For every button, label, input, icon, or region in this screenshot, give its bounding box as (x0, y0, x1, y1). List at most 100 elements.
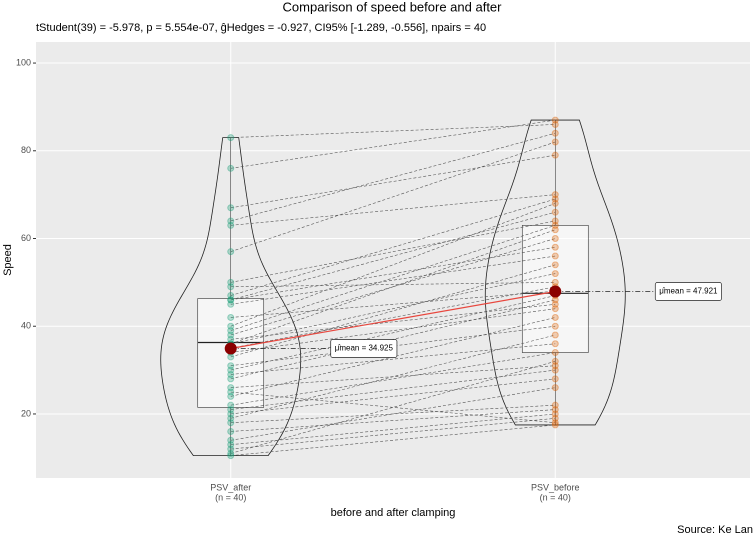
y-tick-label: 80 (21, 145, 31, 155)
pair-line (230, 295, 556, 371)
mean-point (549, 285, 562, 298)
point (227, 296, 235, 304)
y-tick-label: 40 (21, 321, 31, 331)
pair-line (230, 194, 556, 226)
point (551, 340, 559, 348)
y-tick-label: 20 (21, 408, 31, 418)
point (551, 226, 559, 234)
point (551, 116, 559, 124)
pair-line (230, 334, 556, 419)
point (227, 164, 235, 172)
point (551, 322, 559, 330)
pair-line (230, 361, 556, 454)
point (227, 375, 235, 383)
point (551, 384, 559, 392)
pair-line (230, 391, 556, 424)
y-tick-label: 100 (16, 57, 31, 67)
caption: Source: Ke Lan (677, 524, 753, 536)
point (227, 445, 235, 453)
pair-line (230, 273, 556, 345)
point (551, 261, 559, 269)
point (227, 353, 235, 361)
y-tick-label: 60 (21, 233, 31, 243)
mean-label-box (654, 282, 722, 301)
point (551, 252, 559, 260)
point (227, 296, 235, 304)
pair-line (230, 409, 556, 432)
point (227, 292, 235, 300)
point (227, 441, 235, 449)
pair-line (230, 132, 556, 222)
point (227, 278, 235, 286)
point (551, 305, 559, 313)
pair-line (230, 211, 556, 301)
point (227, 410, 235, 418)
point (551, 421, 559, 429)
point (551, 331, 559, 339)
pair-line (230, 404, 556, 424)
point (551, 151, 559, 159)
pair-line (230, 418, 556, 450)
point (551, 191, 559, 199)
mean-line (230, 290, 556, 350)
x-tick-n: (n = 40) (215, 492, 246, 502)
pair-line (230, 286, 556, 349)
point (227, 419, 235, 427)
point (227, 370, 235, 378)
point (227, 428, 235, 436)
pair-line (230, 124, 556, 138)
point (551, 414, 559, 422)
point (227, 401, 235, 409)
pair-line (230, 229, 556, 345)
point (227, 221, 235, 229)
pair-line (230, 141, 556, 252)
point (551, 129, 559, 137)
point (551, 221, 559, 229)
point (551, 410, 559, 418)
pair-line (230, 290, 556, 318)
point (227, 322, 235, 330)
violin (160, 137, 302, 457)
mean-label: μ̂mean = 34.925 (335, 344, 394, 353)
point (227, 217, 235, 225)
point (551, 296, 559, 304)
point (551, 278, 559, 286)
pair-line (230, 325, 556, 367)
point (551, 313, 559, 321)
point (551, 235, 559, 243)
point (551, 419, 559, 427)
point (227, 384, 235, 392)
point (227, 414, 235, 422)
point (551, 120, 559, 128)
pair-line (230, 282, 556, 288)
point (551, 406, 559, 414)
x-tick-n: (n = 40) (540, 492, 571, 502)
pair-line (230, 220, 556, 283)
mean-point (224, 342, 237, 355)
pair-line (230, 378, 556, 415)
point (551, 138, 559, 146)
point (551, 357, 559, 365)
point (551, 270, 559, 278)
point (227, 134, 235, 142)
point (227, 362, 235, 370)
point (227, 331, 235, 339)
chart-title: Comparison of speed before and after (283, 0, 503, 14)
pair-line (230, 203, 556, 327)
point (227, 283, 235, 291)
point (227, 204, 235, 212)
violin (484, 119, 626, 426)
point (551, 243, 559, 251)
pair-line (230, 424, 556, 456)
pair-line (230, 225, 556, 331)
point (227, 313, 235, 321)
point (227, 300, 235, 308)
point (227, 452, 235, 460)
point (551, 195, 559, 203)
point (551, 401, 559, 409)
point (227, 449, 235, 457)
mean-label: μ̂mean = 47.921 (659, 287, 718, 296)
chart-subtitle: tStudent(39) = -5.978, p = 5.554e-07, ĝH… (36, 22, 486, 34)
point (227, 248, 235, 256)
